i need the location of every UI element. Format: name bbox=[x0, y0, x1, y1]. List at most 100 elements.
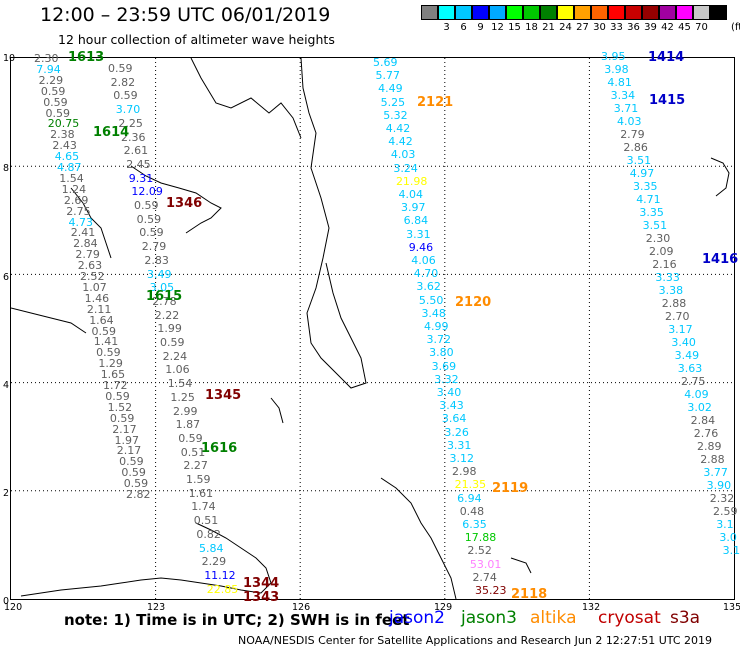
wave-height-value: 4.09 bbox=[684, 388, 709, 401]
wave-height-value: 3.77 bbox=[703, 466, 728, 479]
wave-height-value: 3.12 bbox=[449, 452, 475, 465]
wave-height-value: 0.59 bbox=[134, 199, 159, 212]
wave-height-value: 2.70 bbox=[665, 310, 690, 323]
wave-height-value: 2.30 bbox=[34, 52, 59, 65]
wave-height-value: 3.97 bbox=[401, 201, 426, 215]
wave-height-value: 3.26 bbox=[444, 425, 469, 439]
wave-height-value: 2.17 bbox=[112, 422, 137, 436]
wave-height-value: 9.31 bbox=[128, 171, 154, 185]
wave-height-value: 2.52 bbox=[467, 544, 492, 558]
wave-height-value: 2.79 bbox=[75, 248, 100, 262]
wave-height-value: 2.45 bbox=[126, 157, 151, 171]
wave-height-value: 5.69 bbox=[373, 56, 398, 69]
scale-swatch bbox=[608, 5, 625, 20]
map-title: 12:00 – 23:59 UTC 06/01/2019 bbox=[40, 4, 331, 26]
wave-height-value: 2.79 bbox=[141, 240, 167, 254]
wave-height-value: 1.07 bbox=[82, 280, 107, 294]
scale-tick-label: 24 bbox=[559, 22, 572, 33]
wave-height-value: 3.35 bbox=[633, 180, 658, 193]
credit-line: NOAA/NESDIS Center for Satellite Applica… bbox=[238, 634, 713, 647]
wave-height-value: 5.32 bbox=[383, 108, 408, 122]
scale-swatch bbox=[540, 5, 557, 20]
scale-swatch bbox=[557, 5, 574, 20]
scale-swatch bbox=[625, 5, 642, 20]
wave-height-value: 2.16 bbox=[652, 258, 677, 271]
longitude-label: 132 bbox=[582, 602, 601, 613]
wave-height-value: 2.59 bbox=[713, 505, 738, 518]
pass-number-label: 1414 bbox=[648, 50, 685, 65]
wave-height-value: 2.41 bbox=[70, 226, 96, 240]
wave-height-value: 5.25 bbox=[380, 95, 406, 109]
wave-height-value: 3.49 bbox=[674, 349, 700, 362]
wave-height-value: 2.69 bbox=[63, 193, 89, 207]
wave-height-value: 2.11 bbox=[86, 302, 112, 316]
wave-height-value: 2.30 bbox=[645, 232, 671, 245]
wave-height-value: 6.94 bbox=[457, 491, 482, 505]
wave-height-value: 4.71 bbox=[636, 193, 661, 206]
wave-height-value: 3.0 bbox=[719, 531, 737, 544]
wave-height-value: 2.29 bbox=[201, 555, 227, 569]
wave-height-value: 3.80 bbox=[429, 346, 454, 360]
wave-height-value: 5.84 bbox=[199, 541, 224, 555]
scale-tick-label: 33 bbox=[610, 22, 623, 33]
pass-number-label: 2119 bbox=[492, 481, 529, 496]
wave-height-value: 1.46 bbox=[84, 291, 110, 305]
wave-height-value: 2.88 bbox=[700, 453, 725, 466]
pass-number-label: 1616 bbox=[201, 441, 238, 456]
wave-height-value: 1.41 bbox=[93, 335, 119, 349]
wave-height-value: 2.82 bbox=[110, 75, 136, 89]
scale-swatch bbox=[421, 5, 438, 20]
wave-height-value: 3.43 bbox=[439, 399, 464, 413]
wave-height-value: 0.51 bbox=[180, 445, 206, 459]
wave-height-value: 1.59 bbox=[186, 473, 211, 486]
wave-height-value: 0.59 bbox=[108, 62, 133, 75]
wave-height-value: 3.35 bbox=[639, 206, 664, 219]
pass-number-label: 1343 bbox=[243, 590, 280, 605]
wave-height-value: 3.02 bbox=[687, 401, 712, 414]
wave-height-value: 5.77 bbox=[375, 69, 401, 83]
scale-swatch bbox=[591, 5, 608, 20]
wave-height-value: 3.51 bbox=[626, 154, 652, 167]
pass-number-label: 1613 bbox=[68, 50, 105, 65]
pass-number-label: 2121 bbox=[417, 95, 454, 110]
wave-height-value: 4.81 bbox=[607, 76, 632, 89]
wave-height-value: 2.63 bbox=[77, 259, 103, 273]
wave-height-value: 2.79 bbox=[620, 128, 645, 141]
wave-height-value: 3.1 bbox=[716, 518, 734, 531]
wave-height-value: 4.65 bbox=[54, 150, 80, 164]
wave-height-value: 1.72 bbox=[103, 379, 128, 392]
wave-height-value: 3.1 bbox=[722, 544, 740, 557]
wave-height-value: 4.49 bbox=[378, 82, 403, 96]
wave-height-value: 6.84 bbox=[403, 214, 429, 228]
wave-height-value: 2.86 bbox=[623, 141, 648, 154]
wave-height-value: 0.59 bbox=[91, 324, 117, 338]
wave-height-value: 0.59 bbox=[123, 477, 149, 491]
wave-height-value: 1.97 bbox=[114, 433, 140, 447]
wave-height-value: 1.64 bbox=[89, 313, 114, 327]
wave-height-value: 21.98 bbox=[395, 174, 428, 188]
wave-height-value: 3.64 bbox=[441, 412, 467, 426]
wave-height-value: 0.51 bbox=[193, 514, 219, 528]
wave-height-value: 4.42 bbox=[385, 122, 411, 135]
wave-height-value: 4.73 bbox=[68, 215, 94, 229]
scale-swatch bbox=[574, 5, 591, 20]
wave-height-value: 1.61 bbox=[188, 486, 214, 500]
wave-height-value: 1.52 bbox=[107, 400, 133, 414]
wave-height-value: 2.22 bbox=[154, 308, 180, 322]
wave-height-value: 2.32 bbox=[709, 492, 735, 505]
wave-height-value: 0.48 bbox=[459, 504, 485, 518]
wave-height-value: 2.17 bbox=[116, 444, 142, 458]
scale-tick-label: 36 bbox=[627, 22, 640, 33]
wave-height-value: 3.32 bbox=[434, 372, 459, 386]
wave-height-value: 2.27 bbox=[183, 459, 208, 473]
wave-height-value: 4.70 bbox=[413, 267, 439, 281]
latitude-label: 2 bbox=[3, 488, 10, 499]
scale-tick-label: 12 bbox=[491, 22, 504, 33]
scale-swatch bbox=[642, 5, 659, 20]
wave-height-value: 3.95 bbox=[601, 50, 626, 63]
wave-height-value: 2.84 bbox=[73, 237, 98, 251]
scale-swatch bbox=[506, 5, 523, 20]
scale-unit: (ft) bbox=[731, 22, 740, 33]
scale-swatch bbox=[472, 5, 489, 20]
wave-height-value: 4.03 bbox=[390, 148, 416, 162]
